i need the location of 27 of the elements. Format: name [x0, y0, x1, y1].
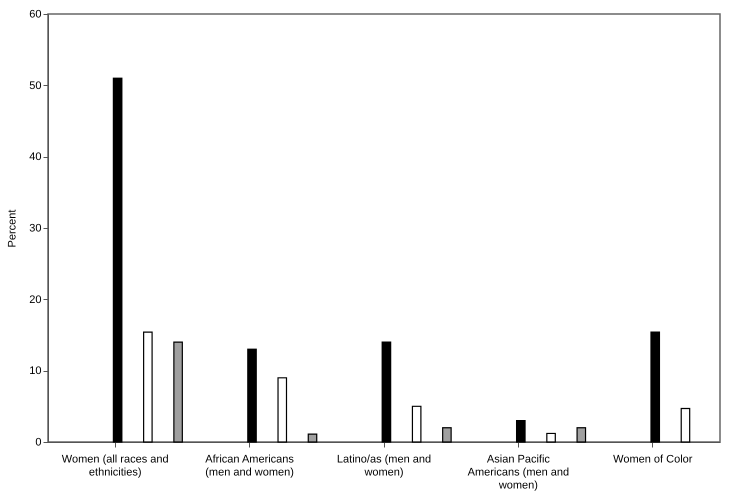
x-tick-label: African Americans (men and women) — [205, 454, 294, 478]
y-axis-title: Percent — [6, 210, 18, 248]
bar — [308, 434, 318, 443]
y-tick-label: 60 — [29, 8, 42, 20]
bar — [576, 427, 586, 443]
bar — [112, 78, 122, 443]
y-tick-label: 10 — [29, 365, 42, 378]
bar — [143, 332, 153, 443]
bar — [412, 406, 422, 443]
x-tick-label: Asian Pacific Americans (men and women) — [468, 454, 570, 492]
bar — [516, 420, 526, 443]
y-tick-label: 40 — [29, 151, 42, 164]
y-tick-label: 0 — [35, 436, 42, 448]
bar — [546, 432, 556, 443]
bar — [382, 342, 392, 443]
y-tick-label: 50 — [29, 80, 42, 92]
y-tick-label: 20 — [29, 294, 42, 306]
y-tick-label: 30 — [29, 222, 42, 234]
bar — [680, 408, 690, 443]
bar — [247, 348, 257, 443]
bar — [650, 332, 660, 443]
bar — [173, 342, 183, 443]
x-tick-label: Latino/as (men and women) — [336, 454, 432, 478]
bar — [442, 427, 452, 443]
x-tick-label: Women (all races and ethnicities) — [62, 454, 169, 478]
bar — [277, 377, 288, 443]
x-tick-label: Women of Color — [613, 454, 693, 466]
